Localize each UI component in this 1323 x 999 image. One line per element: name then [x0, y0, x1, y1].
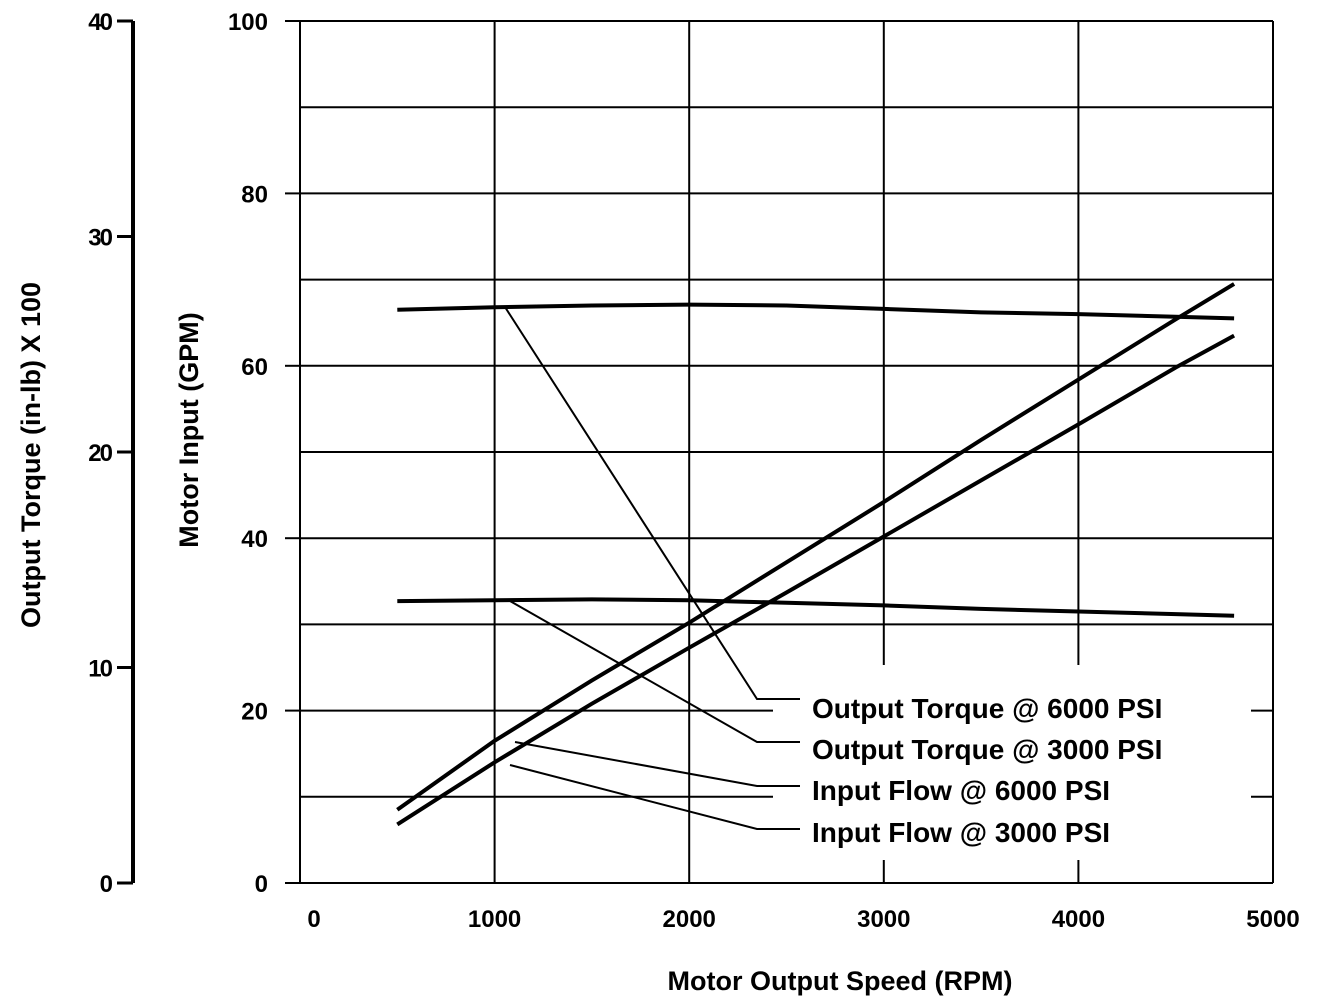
gridlines — [285, 20, 1274, 884]
x-axis-title: Motor Output Speed (RPM) — [668, 966, 1013, 996]
y-tick-label: 40 — [241, 526, 268, 553]
legend-label-torque-3000: Output Torque @ 3000 PSI — [812, 734, 1162, 765]
leader-flow-3000 — [509, 764, 800, 830]
series-torque-3000 — [397, 597, 1235, 618]
series-flow-6000 — [396, 282, 1236, 812]
legend-label-torque-6000: Output Torque @ 6000 PSI — [812, 693, 1162, 724]
y2-tick-label: 20 — [88, 440, 112, 467]
leader-torque-3000 — [509, 600, 800, 743]
x-tick-label: 0 — [307, 906, 320, 933]
leader-torque-6000 — [504, 306, 800, 700]
series-flow-3000 — [396, 333, 1236, 827]
leader-flow-6000 — [514, 741, 800, 787]
y2-tick-label: 10 — [88, 656, 112, 683]
y2-tick-label: 0 — [100, 871, 113, 898]
series-torque-6000 — [397, 302, 1235, 321]
y-tick-label: 80 — [241, 181, 268, 208]
legend-background — [773, 665, 1251, 860]
x-tick-label: 2000 — [663, 906, 716, 933]
x-tick-label: 4000 — [1052, 906, 1105, 933]
y-axis-title: Motor Input (GPM) — [174, 312, 204, 547]
x-tick-label: 1000 — [468, 906, 521, 933]
y-tick-label: 100 — [228, 9, 268, 36]
legend-label-flow-3000: Input Flow @ 3000 PSI — [812, 817, 1110, 848]
legend-leaders — [504, 306, 800, 830]
y2-tick-label: 30 — [88, 225, 112, 252]
x-tick-label: 3000 — [857, 906, 910, 933]
y2-axis-title: Output Torque (in-lb) X 100 — [16, 282, 46, 628]
y2-tick-label: 40 — [88, 9, 112, 36]
x-tick-label: 5000 — [1246, 906, 1299, 933]
legend-label-flow-6000: Input Flow @ 6000 PSI — [812, 775, 1110, 806]
series-layer — [396, 282, 1236, 827]
y-tick-label: 60 — [241, 354, 268, 381]
y-tick-label: 20 — [241, 699, 268, 726]
y-tick-label: 0 — [255, 871, 268, 898]
legend: Output Torque @ 6000 PSI Output Torque @… — [812, 693, 1162, 848]
